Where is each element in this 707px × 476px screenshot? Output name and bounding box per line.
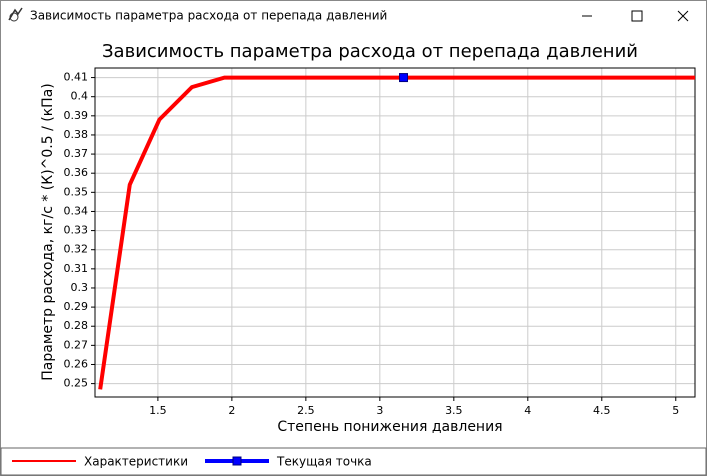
y-axis-label: Параметр расхода, кг/с * (К)^0.5 / (кПа)	[40, 83, 56, 381]
app-icon	[8, 7, 23, 22]
legend-box	[0, 447, 707, 476]
x-axis-label: Степень понижения давления	[277, 419, 502, 435]
legend-label: Текущая точка	[276, 455, 372, 469]
plot-area	[94, 67, 696, 398]
chart-title: Зависимость параметра расхода от перепад…	[102, 41, 638, 62]
window-title: Зависимость параметра расхода от перепад…	[30, 9, 387, 23]
x-tick-label: 5	[672, 404, 679, 417]
y-tick-label: 0.29	[64, 300, 89, 313]
y-tick-label: 0.41	[64, 71, 89, 84]
x-tick-label: 2.5	[297, 404, 315, 417]
y-tick-label: 0.3	[71, 281, 89, 294]
y-tick-label: 0.32	[64, 243, 89, 256]
y-tick-label: 0.38	[64, 128, 89, 141]
y-tick-label: 0.4	[71, 90, 89, 103]
legend-label: Характеристики	[84, 455, 188, 469]
y-tick-label: 0.36	[64, 166, 89, 179]
y-tick-label: 0.33	[64, 224, 89, 237]
y-tick-label: 0.31	[64, 262, 89, 275]
y-tick-label: 0.37	[64, 147, 89, 160]
y-tick-label: 0.28	[64, 319, 89, 332]
x-tick-label: 1.5	[149, 404, 167, 417]
y-tick-label: 0.35	[64, 185, 89, 198]
data-line	[98, 75, 695, 390]
y-tick-label: 0.27	[64, 338, 89, 351]
x-tick-label: 4.5	[593, 404, 611, 417]
close-button[interactable]	[677, 10, 689, 22]
x-tick-label: 4	[524, 404, 531, 417]
y-tick-label: 0.25	[64, 377, 89, 390]
y-tick-label: 0.39	[64, 109, 89, 122]
data-point	[399, 73, 409, 83]
maximize-button[interactable]	[631, 10, 643, 22]
legend-marker	[232, 456, 242, 466]
y-tick-label: 0.34	[64, 204, 89, 217]
x-tick-label: 3.5	[445, 404, 463, 417]
y-tick-label: 0.26	[64, 357, 89, 370]
x-tick-label: 2	[228, 404, 235, 417]
x-tick-label: 3	[376, 404, 383, 417]
